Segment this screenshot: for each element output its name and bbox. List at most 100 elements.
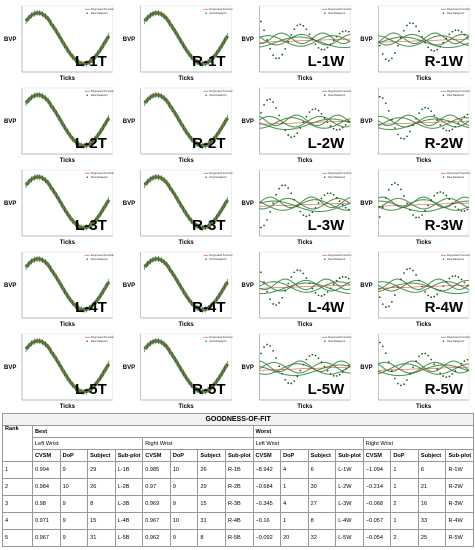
table-cell: DoP (390, 449, 419, 462)
y-axis-label: BVP (123, 201, 135, 207)
raw-point (284, 47, 287, 50)
subplot-label: R-4T (192, 299, 225, 316)
raw-point (293, 135, 296, 138)
raw-point (445, 280, 448, 283)
raw-point (311, 353, 314, 356)
table-cell: 8 (197, 529, 226, 547)
regressed-line (144, 176, 228, 229)
raw-point (433, 194, 436, 197)
raw-point (266, 343, 268, 346)
raw-point (275, 357, 278, 359)
raw-point (454, 369, 457, 372)
raw-point (439, 289, 442, 292)
table-cell: −0.16 (252, 512, 282, 530)
raw-point (451, 275, 454, 278)
raw-point (445, 376, 448, 379)
raw-point (281, 184, 284, 187)
table-cell: DoP (59, 449, 89, 462)
raw-point (433, 114, 436, 117)
table-cell: Subject (307, 449, 337, 462)
raw-point (457, 276, 460, 278)
raw-series (378, 117, 470, 129)
x-axis-label: Ticks (60, 76, 76, 82)
legend-entry: Raw Datapoint (210, 339, 227, 343)
raw-point (332, 283, 335, 286)
raw-point (323, 117, 326, 119)
table-cell: L-2W (335, 478, 364, 496)
subplot-label: R-1T (192, 53, 225, 70)
raw-point (390, 370, 393, 372)
raw-point (341, 275, 344, 278)
raw-point (317, 46, 320, 49)
table-cell: Subject (197, 449, 226, 462)
raw-point (308, 111, 311, 114)
y-axis-label: BVP (123, 365, 135, 371)
raw-point (381, 206, 384, 209)
raw-point (335, 279, 338, 282)
raw-point (335, 375, 338, 377)
table-cell: Subject (417, 449, 447, 462)
subplot-label: R-5W (425, 381, 464, 398)
raw-point (278, 187, 281, 190)
table-cell: Right Wrist (142, 437, 254, 450)
table-cell: 4 (280, 495, 309, 513)
raw-point (387, 305, 390, 308)
raw-series (377, 360, 470, 373)
table-cell: 3 (2, 495, 33, 513)
raw-point (390, 118, 393, 121)
legend-entry: Regressed Function (210, 171, 234, 175)
raw-point (266, 218, 268, 221)
table-cell: 16 (417, 495, 447, 513)
x-axis-label: Ticks (179, 240, 195, 246)
raw-point (326, 369, 329, 372)
raw-point (454, 275, 457, 277)
table-cell: 20 (280, 529, 309, 547)
raw-point (390, 57, 393, 60)
raw-point (448, 33, 451, 36)
raw-point (335, 196, 338, 199)
table-cell: L-4W (335, 512, 364, 530)
raw-point (278, 365, 281, 368)
raw-point (412, 366, 414, 369)
x-axis-label: Ticks (416, 76, 432, 82)
x-axis-label: Ticks (416, 158, 432, 164)
raw-point (421, 214, 424, 216)
raw-point (460, 362, 463, 365)
legend-entry: Regressed Function (328, 335, 352, 339)
raw-point (347, 277, 350, 280)
raw-series (259, 114, 351, 127)
raw-point (329, 192, 332, 195)
raw-series (259, 117, 351, 129)
raw-point (384, 58, 387, 61)
raw-point (412, 22, 414, 25)
raw-point (436, 368, 439, 371)
raw-point (466, 113, 469, 116)
raw-point (463, 281, 466, 284)
table-cell: Right Wrist (362, 437, 475, 450)
raw-point (445, 129, 448, 132)
raw-point (266, 99, 268, 101)
raw-point (378, 95, 381, 98)
raw-series (378, 278, 470, 291)
raw-point (320, 112, 323, 115)
raw-point (466, 358, 469, 361)
raw-series (378, 118, 470, 131)
table-cell: −0.092 (252, 529, 282, 547)
raw-point (403, 29, 405, 32)
table-cell: 1 (280, 478, 309, 496)
table-cell: GOODNESS-OF-FIT (1, 413, 475, 426)
raw-point (263, 224, 265, 227)
raw-point (412, 269, 414, 272)
raw-point (329, 287, 332, 290)
y-axis-label: BVP (242, 365, 254, 371)
raw-point (308, 355, 311, 357)
raw-point (347, 364, 350, 367)
raw-point (302, 24, 305, 27)
raw-point (305, 115, 308, 118)
table-cell: L-5W (335, 529, 364, 547)
